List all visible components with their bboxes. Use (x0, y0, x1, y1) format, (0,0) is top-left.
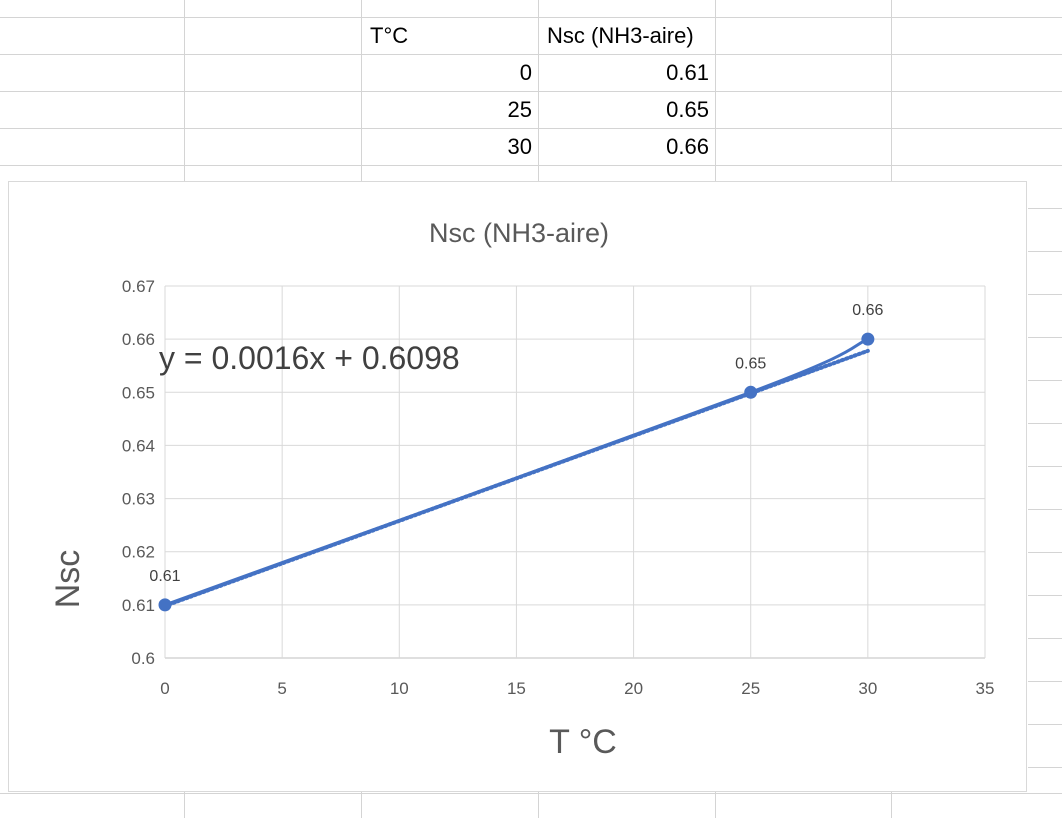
x-tick-label: 0 (160, 679, 169, 698)
x-axis-title[interactable]: T °C (549, 723, 617, 761)
row-gridline (1028, 595, 1062, 596)
cell-nsc[interactable]: 0.66 (666, 134, 709, 159)
cell-nsc[interactable]: 0.65 (666, 97, 709, 122)
data-label: 0.61 (149, 568, 180, 585)
x-tick-label: 30 (858, 679, 877, 698)
series-layer (158, 332, 875, 612)
row-gridline (1028, 552, 1062, 553)
scatter-chart: Nsc (NH3-aire) 0 5 10 15 20 25 30 35 0.60.610.6… (49, 218, 994, 761)
x-tick-label: 10 (390, 679, 409, 698)
trendline-equation[interactable]: y = 0.0016x + 0.6098 (159, 340, 460, 376)
cell-nsc[interactable]: 0.61 (666, 60, 709, 85)
x-tick-label: 15 (507, 679, 526, 698)
data-point[interactable] (861, 332, 875, 346)
header-cell-nsc[interactable]: Nsc (NH3-aire) (547, 23, 694, 48)
row-gridline (0, 165, 1062, 166)
y-tick-label: 0.64 (122, 436, 155, 455)
cell-temperature[interactable]: 0 (519, 60, 532, 85)
row-gridline (1028, 208, 1062, 209)
data-label: 0.66 (852, 302, 883, 319)
row-gridline (0, 793, 1062, 794)
row-gridline (1028, 681, 1062, 682)
chart-title[interactable]: Nsc (NH3-aire) (429, 218, 609, 248)
x-axis-ticks: 0 5 10 15 20 25 30 35 (160, 679, 994, 698)
gridlines (164, 285, 986, 659)
row-gridline (1028, 638, 1062, 639)
row-gridline (1028, 466, 1062, 467)
row-gridline (0, 128, 1062, 129)
series-line (164, 337, 869, 607)
y-tick-label: 0.65 (122, 383, 155, 402)
y-axis-ticks: 0.6 0.61 0.62 0.63 0.64 0.65 0.66 0.67 (122, 277, 155, 668)
y-tick-label: 0.62 (122, 543, 155, 562)
y-axis-title[interactable]: Nsc (49, 550, 87, 609)
y-tick-label: 0.66 (122, 330, 155, 349)
row-gridline (0, 17, 1062, 18)
row-gridline (1028, 251, 1062, 252)
chart-container[interactable]: Nsc (NH3-aire) 0 5 10 15 20 25 30 35 0.6 0.61 0.6… (8, 181, 1027, 792)
x-tick-label: 5 (277, 679, 286, 698)
row-gridline (0, 91, 1062, 92)
cell-temperature[interactable]: 30 (507, 134, 532, 159)
data-label: 0.65 (735, 355, 766, 372)
row-gridline (1028, 337, 1062, 338)
data-labels: 0.61 0.65 0.66 (149, 302, 883, 585)
row-gridline (1028, 509, 1062, 510)
row-gridline (1028, 423, 1062, 424)
y-tick-label: 0.61 (122, 596, 155, 615)
header-cell-temperature[interactable]: T°C (370, 23, 409, 48)
y-tick-label: 0.6 (131, 649, 155, 668)
y-tick-label: 0.67 (122, 277, 155, 296)
row-gridline (1028, 767, 1062, 768)
x-tick-label: 20 (624, 679, 643, 698)
row-gridline (1028, 294, 1062, 295)
data-point[interactable] (744, 385, 758, 399)
row-gridline (1028, 724, 1062, 725)
data-point[interactable] (158, 598, 172, 612)
row-gridline (1028, 380, 1062, 381)
x-tick-label: 25 (741, 679, 760, 698)
x-tick-label: 35 (976, 679, 995, 698)
y-tick-label: 0.63 (122, 490, 155, 509)
cell-temperature[interactable]: 25 (507, 97, 532, 122)
row-gridline (0, 54, 1062, 55)
